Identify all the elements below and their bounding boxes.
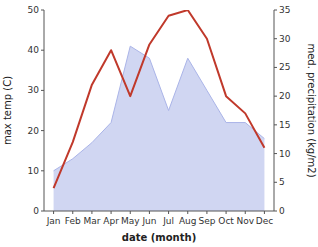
y-tick — [41, 50, 44, 51]
y-tick-label: 40 — [28, 45, 40, 55]
y-tick — [41, 130, 44, 131]
y2-tick — [274, 96, 277, 97]
x-tick — [245, 211, 246, 214]
y2-tick — [274, 38, 277, 39]
y2-tick-label: 25 — [279, 62, 290, 72]
x-tick-label: Apr — [103, 216, 119, 226]
temperature-line — [54, 10, 265, 188]
y2-tick-label: 0 — [279, 206, 285, 216]
y2-axis-label: med. precipitation (kg/m2) — [306, 43, 317, 177]
x-tick — [187, 211, 188, 214]
x-tick-label: Aug — [179, 216, 197, 226]
y2-tick-label: 30 — [279, 34, 291, 44]
y-tick-label: 0 — [33, 206, 39, 216]
x-tick-label: Sep — [198, 216, 215, 226]
y-tick — [41, 10, 44, 11]
y2-axis-line — [274, 10, 275, 211]
x-tick — [72, 211, 73, 214]
y2-tick-label: 5 — [279, 177, 285, 187]
precipitation-edge — [54, 46, 265, 171]
y-tick-label: 50 — [28, 5, 40, 15]
y-axis-line — [44, 10, 45, 211]
y2-tick-label: 15 — [279, 120, 290, 130]
precipitation-area — [54, 46, 265, 211]
x-tick-label: Jun — [141, 216, 156, 226]
y-tick — [41, 211, 44, 212]
y2-tick — [274, 153, 277, 154]
x-tick-label: Feb — [65, 216, 81, 226]
y2-tick — [274, 10, 277, 11]
x-tick — [226, 211, 227, 214]
y2-tick-label: 20 — [279, 91, 291, 101]
y-tick-label: 20 — [28, 126, 40, 136]
y-tick — [41, 90, 44, 91]
chart-container: Jan FebMarAprMayJun Jul AugSepOctNovDec 0 10 2… — [0, 0, 318, 247]
y-tick-label: 30 — [28, 85, 40, 95]
y2-tick — [274, 67, 277, 68]
x-tick-label: Nov — [236, 216, 254, 226]
x-tick-label: Oct — [218, 216, 234, 226]
x-tick — [111, 211, 112, 214]
x-tick-label: Dec — [256, 216, 273, 226]
x-tick — [53, 211, 54, 214]
y-tick-label: 10 — [28, 166, 40, 176]
x-tick-label: Jan — [46, 216, 61, 226]
x-axis-line — [44, 211, 274, 212]
x-tick — [206, 211, 207, 214]
chart-svg: Jan FebMarAprMayJun Jul AugSepOctNovDec 0 10 2… — [0, 0, 318, 247]
y2-tick — [274, 211, 277, 212]
x-tick — [264, 211, 265, 214]
x-tick-label: May — [121, 216, 140, 226]
x-tick — [149, 211, 150, 214]
y-axis-label: max temp (C) — [2, 76, 13, 145]
y2-tick-label: 10 — [279, 149, 291, 159]
x-tick — [130, 211, 131, 214]
y2-tick — [274, 182, 277, 183]
x-tick-label: Jul — [162, 216, 174, 226]
plot-area — [54, 10, 265, 211]
y-tick — [41, 170, 44, 171]
x-axis-label: date (month) — [122, 232, 196, 243]
x-tick — [91, 211, 92, 214]
x-tick-label: Mar — [83, 216, 100, 226]
y2-tick — [274, 124, 277, 125]
x-tick — [168, 211, 169, 214]
y2-tick-label: 35 — [279, 5, 290, 15]
